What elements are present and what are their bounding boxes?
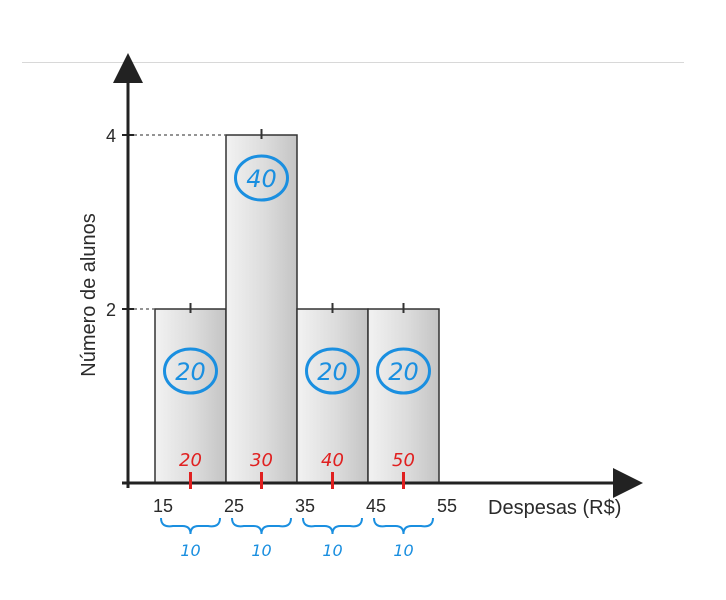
midpoint-label-1: 20 bbox=[179, 450, 202, 471]
bar-value-label-2: 40 bbox=[246, 165, 277, 193]
x-axis-title: Despesas (R$) bbox=[488, 497, 621, 519]
y-tick-label-2: 2 bbox=[106, 300, 116, 320]
x-tick-label-35: 35 bbox=[295, 496, 315, 516]
x-tick-label-15: 15 bbox=[153, 496, 173, 516]
bar-2 bbox=[225, 134, 298, 484]
x-tick-label-55: 55 bbox=[437, 496, 457, 516]
width-brace-4 bbox=[373, 517, 434, 535]
width-braces: 10 10 10 10 bbox=[160, 517, 434, 560]
bars-group bbox=[154, 129, 440, 484]
midpoint-label-3: 40 bbox=[321, 450, 344, 471]
width-brace-3 bbox=[302, 517, 363, 535]
midpoint-label-4: 50 bbox=[392, 450, 415, 471]
width-brace-1 bbox=[160, 517, 221, 535]
bar-value-label-1: 20 bbox=[175, 358, 206, 386]
bar-value-label-4: 20 bbox=[388, 358, 419, 386]
width-label-4: 10 bbox=[393, 541, 413, 560]
bar-value-circle-2 bbox=[234, 154, 289, 202]
width-label-3: 10 bbox=[322, 541, 342, 560]
bar-3 bbox=[296, 308, 369, 484]
y-tick-label-4: 4 bbox=[106, 126, 116, 146]
x-tick-label-45: 45 bbox=[366, 496, 386, 516]
midpoint-label-2: 30 bbox=[250, 450, 273, 471]
y-ticks: 24 bbox=[106, 126, 134, 320]
handwritten-red-annotations: 20 30 40 50 bbox=[179, 450, 415, 489]
y-axis-title: Número de alunos bbox=[78, 213, 100, 376]
x-ticks: 15 25 35 45 55 bbox=[153, 496, 457, 516]
width-label-1: 10 bbox=[180, 541, 200, 560]
bar-value-circle-4 bbox=[376, 347, 431, 395]
top-divider bbox=[22, 62, 684, 63]
width-brace-2 bbox=[231, 517, 292, 535]
bar-value-circle-3 bbox=[305, 347, 360, 395]
bar-value-circle-1 bbox=[163, 347, 218, 395]
x-tick-label-25: 25 bbox=[224, 496, 244, 516]
width-label-2: 10 bbox=[251, 541, 271, 560]
handwritten-blue-annotations: 20 40 20 20 bbox=[163, 154, 431, 395]
guide-lines bbox=[128, 134, 226, 310]
bar-value-label-3: 20 bbox=[317, 358, 348, 386]
